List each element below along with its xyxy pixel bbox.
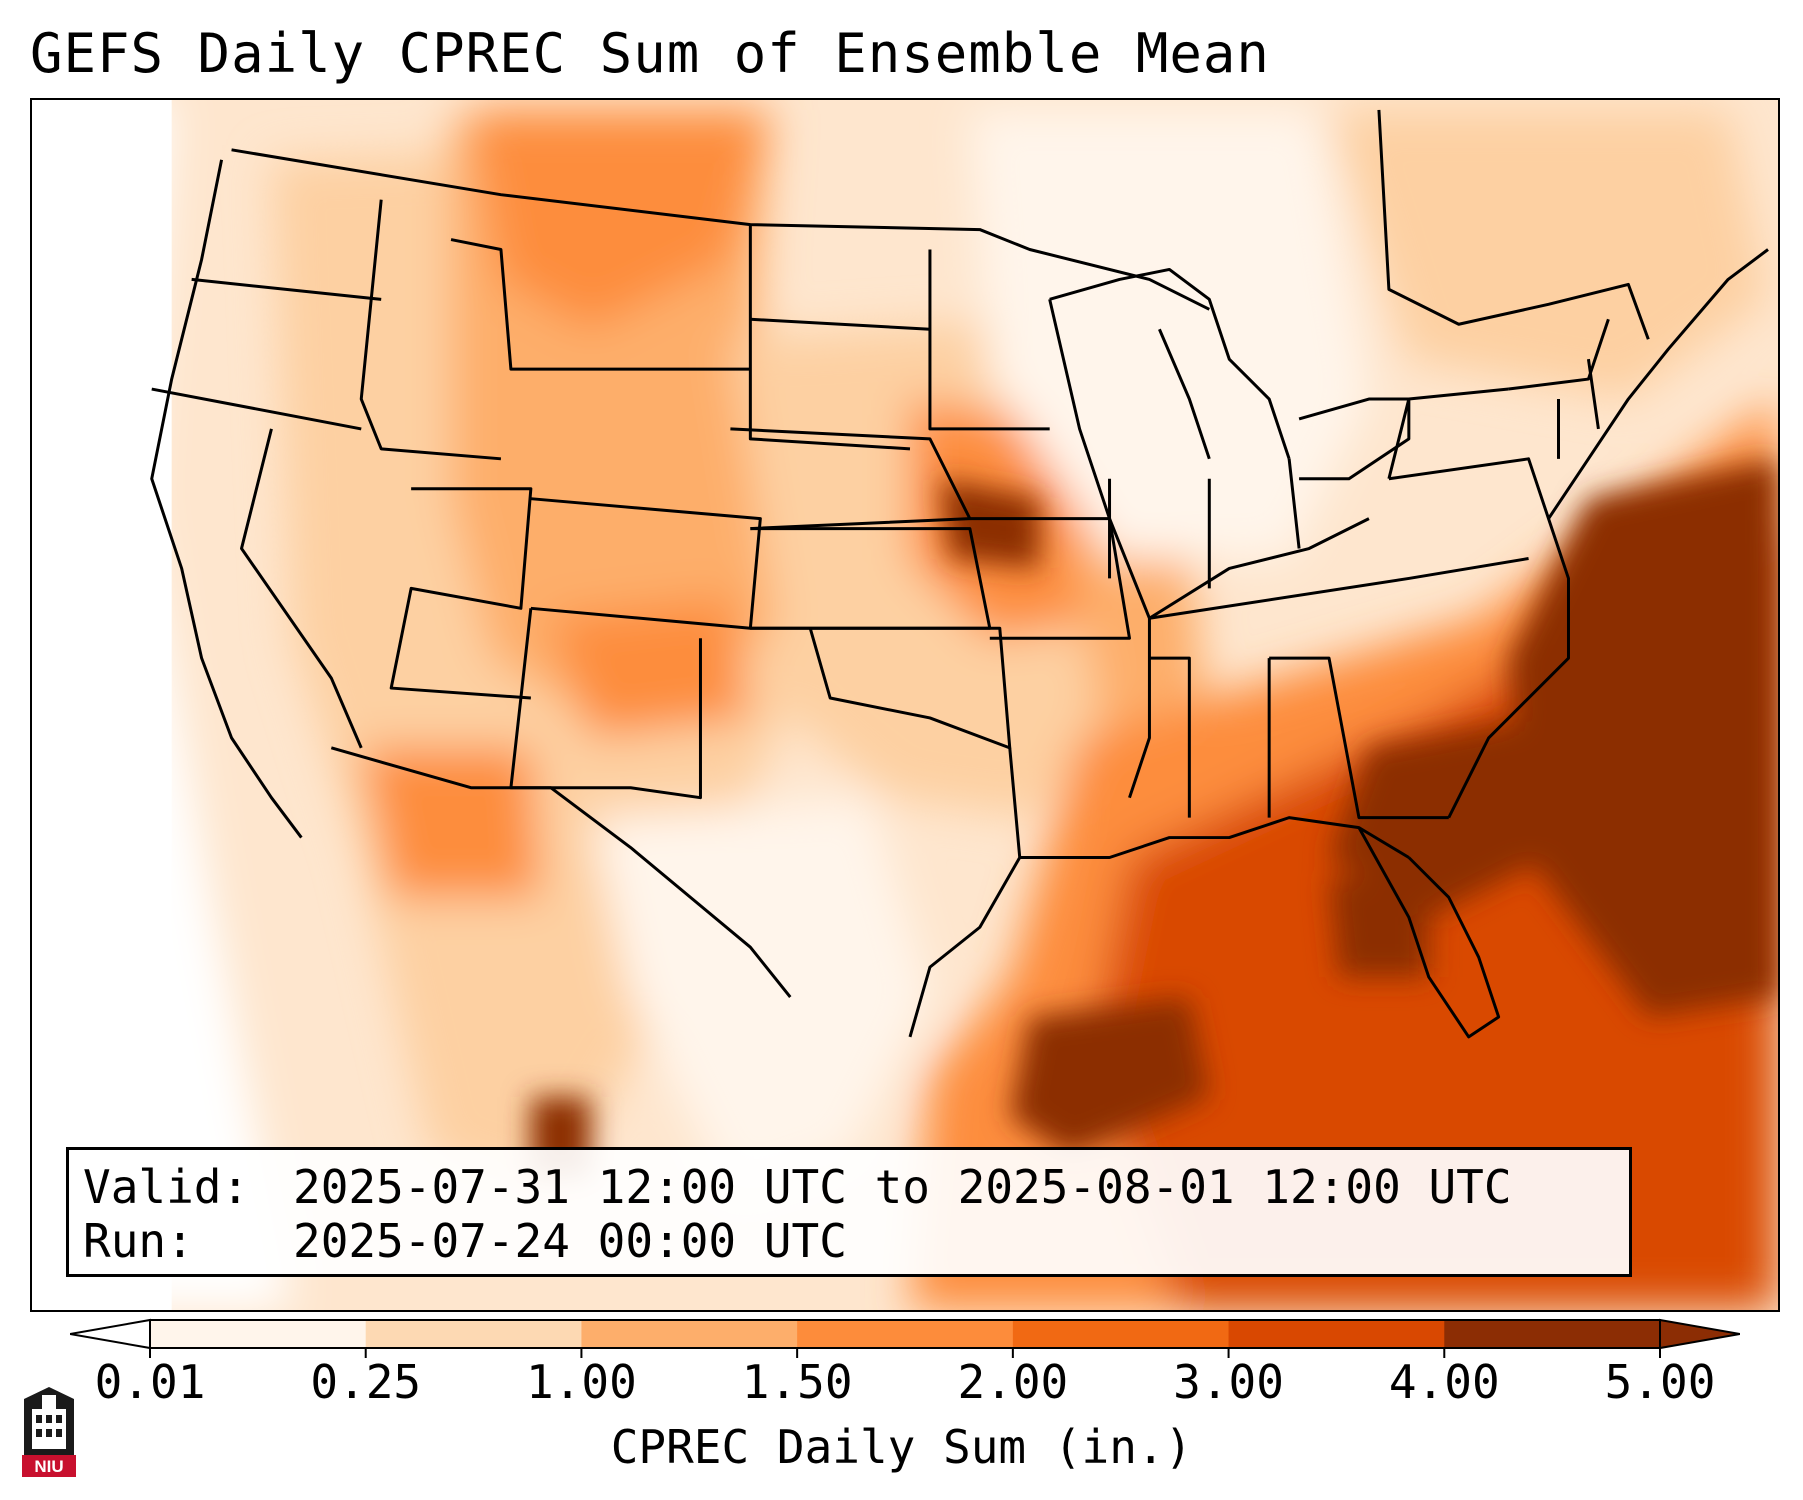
border-ohio-river — [1148, 517, 1370, 620]
niu-logo-tower — [42, 1395, 56, 1411]
colorbar-tick-label: 2.00 — [957, 1355, 1069, 1409]
colorbar-segment — [797, 1320, 1014, 1348]
precip-lightest-northeast — [969, 109, 1369, 559]
colorbar-outline — [149, 1319, 1661, 1349]
precip-darkest-iowa — [939, 478, 1040, 569]
colorbar-extend-high — [1659, 1318, 1740, 1350]
border-nm-az — [509, 608, 702, 800]
niu-logo: NIU — [22, 1387, 76, 1477]
precip-lightest-pacific — [32, 100, 292, 1310]
great-lakes-outline — [1049, 267, 1411, 481]
run-line: Run: 2025-07-24 00:00 UTC — [83, 1214, 1615, 1268]
colorbar-tick-label: 0.01 — [94, 1355, 206, 1409]
border-ok-tx — [750, 626, 1012, 750]
colorbar-segment — [1012, 1320, 1230, 1348]
colorbar-tick-label: 0.25 — [310, 1355, 422, 1409]
west-coast — [150, 159, 303, 839]
border-mn-ia — [928, 249, 1050, 431]
run-label: Run: — [83, 1214, 194, 1268]
state-borders — [150, 109, 1769, 1039]
colorbar-label: CPREC Daily Sum (in.) — [610, 1420, 1193, 1474]
colorbar-tick-label: 1.00 — [526, 1355, 637, 1409]
precip-darkest-atlantic — [1508, 458, 1778, 1017]
valid-line: Valid: 2025-07-31 12:00 UTC to 2025-08-01… — [83, 1160, 1615, 1214]
colorbar-tick-label: 3.00 — [1173, 1355, 1284, 1409]
border-oh-in-il — [1108, 458, 1301, 589]
border-mississippi-river — [1048, 299, 1151, 799]
colorbar-tick-label: 4.00 — [1388, 1355, 1500, 1409]
florida-outline — [1357, 826, 1501, 1039]
colorbar-segment — [1444, 1320, 1661, 1348]
border-ne-ks — [730, 427, 972, 531]
border-nd-sd — [750, 317, 931, 331]
border-mo-ar — [969, 517, 1131, 640]
colorbar-tick-label: 5.00 — [1604, 1355, 1716, 1409]
niu-logo-windows — [36, 1415, 62, 1437]
colorbar — [70, 1318, 1740, 1358]
border-or-ca — [151, 387, 362, 431]
colorbar-segment — [365, 1320, 582, 1348]
border-id — [359, 199, 502, 461]
border-co — [530, 497, 762, 630]
colorbar-segments — [70, 1318, 1740, 1350]
border-new-england — [1508, 318, 1610, 459]
precip-darkest-gulf — [1009, 997, 1210, 1157]
border-mt-wy — [450, 238, 751, 371]
colorbar-ticks — [149, 1348, 1661, 1358]
precip-orange-montana — [470, 109, 771, 330]
map-panel — [30, 98, 1780, 1312]
colorbar-extend-low — [70, 1318, 151, 1350]
niu-logo-text: NIU — [34, 1457, 63, 1476]
niu-logo-band — [22, 1455, 76, 1477]
precip-darkest-georgia — [1329, 877, 1429, 978]
validity-info-box: Valid: 2025-07-31 12:00 UTC to 2025-08-01… — [66, 1147, 1632, 1277]
valid-value: 2025-07-31 12:00 UTC to 2025-08-01 12:00… — [293, 1160, 1512, 1214]
colorbar-segment — [581, 1320, 798, 1348]
colorbar-segment — [1228, 1320, 1445, 1348]
border-ut-az — [389, 487, 533, 700]
precip-lightest-texas — [590, 797, 930, 1197]
colorbar-segment — [150, 1320, 367, 1348]
texas-coast — [908, 747, 1022, 1038]
border-tn-ky — [1149, 557, 1529, 620]
border-ms-al — [1149, 656, 1271, 818]
precipitation-map — [32, 100, 1778, 1310]
border-ca-nv — [240, 428, 363, 749]
valid-label: Valid: — [83, 1160, 250, 1214]
border-ga-fl — [1269, 656, 1449, 820]
border-dakotas — [748, 224, 911, 451]
us-mexico-border — [330, 746, 792, 998]
run-value: 2025-07-24 00:00 UTC — [293, 1214, 847, 1268]
us-canada-border — [231, 148, 1210, 311]
colorbar-tick-label: 1.50 — [741, 1355, 853, 1409]
border-wa-or — [191, 277, 382, 301]
precip-pale-canada-east — [1329, 109, 1769, 400]
map-title: GEFS Daily CPREC Sum of Ensemble Mean — [30, 22, 1270, 85]
precip-orange-arizona — [361, 747, 541, 898]
canada-east-border — [1377, 109, 1650, 340]
